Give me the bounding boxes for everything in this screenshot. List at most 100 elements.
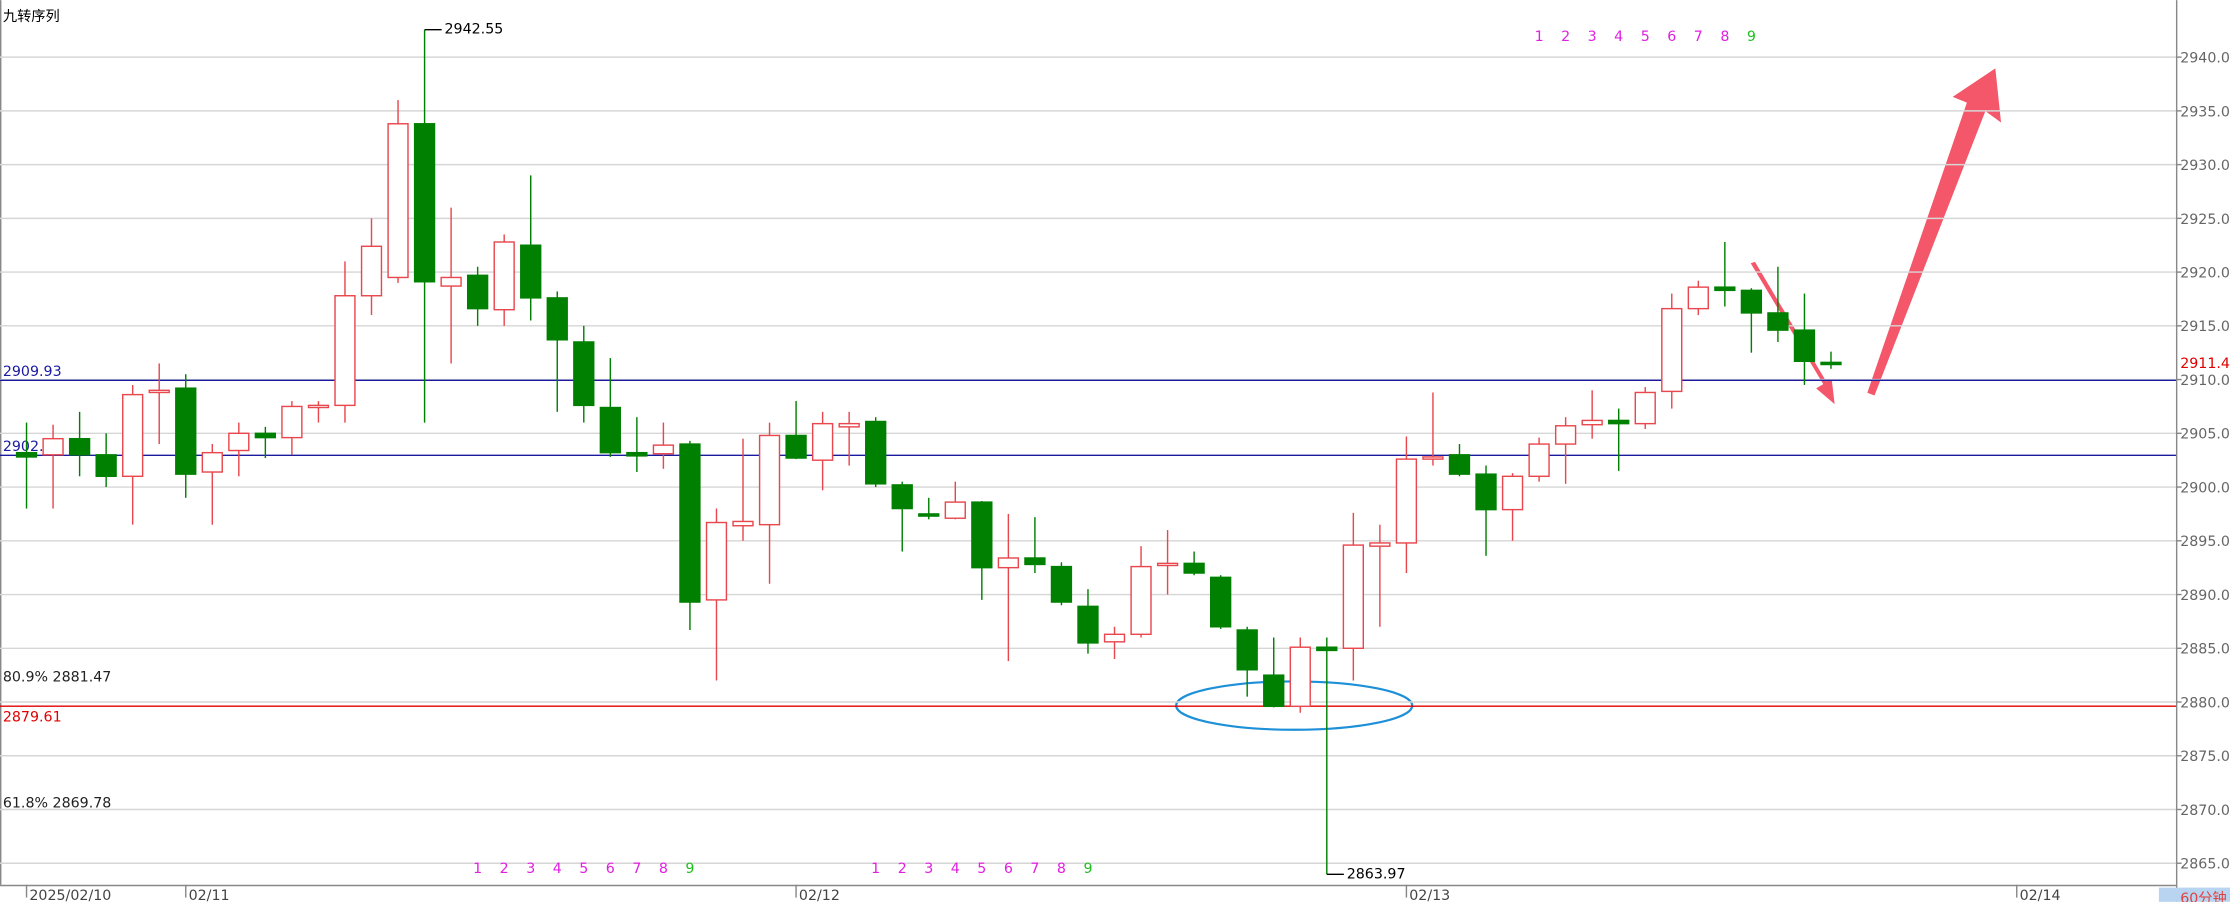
sequence-label: 9 [685, 861, 694, 877]
candle-body [997, 557, 1020, 569]
candle-body [254, 432, 277, 439]
candle-body [1554, 425, 1577, 445]
candle-body [1475, 473, 1497, 511]
y-tick-label: 2875.00 [2180, 749, 2230, 765]
candle-body [705, 521, 728, 601]
y-tick-label: 2925.00 [2180, 212, 2230, 228]
candle-body [1448, 454, 1471, 475]
sequence-label: 4 [1614, 29, 1623, 45]
level-label: 61.8% 2869.78 [3, 795, 111, 811]
candle-body [1316, 646, 1338, 652]
candle-body [1581, 419, 1603, 426]
candle-body [1422, 456, 1444, 460]
candle-body [148, 389, 170, 394]
candle-body [15, 451, 38, 458]
candle-body [1661, 307, 1683, 393]
y-tick-label: 2895.00 [2180, 534, 2230, 550]
x-tick-label: 02/12 [799, 888, 840, 902]
candle-body [1740, 289, 1763, 314]
sequence-label: 8 [659, 861, 668, 877]
candle-body [546, 297, 568, 341]
y-tick-label: 2920.00 [2180, 266, 2230, 282]
candle-body [1767, 312, 1789, 331]
sequence-label: 3 [924, 861, 933, 877]
candle-body [971, 501, 993, 569]
last-price-label: 2911.47 [2180, 356, 2230, 372]
candle-body [944, 501, 966, 519]
y-tick-label: 2910.00 [2180, 373, 2230, 389]
candle-body [1077, 605, 1099, 644]
up-arrow [1867, 68, 2002, 396]
candle-body [1342, 544, 1365, 649]
candle-body [360, 245, 383, 297]
sequence-label: 6 [1004, 861, 1013, 877]
sequence-label: 2 [1561, 29, 1570, 45]
candle-body [732, 520, 754, 527]
candle-body [1209, 576, 1232, 628]
level-label: 80.9% 2881.47 [3, 670, 111, 686]
candle-body [1024, 557, 1046, 566]
y-tick-label: 2880.00 [2180, 695, 2230, 711]
candle-body [1634, 391, 1656, 425]
candle-body [1236, 629, 1258, 671]
sequence-label: 6 [606, 861, 615, 877]
candle-body [1183, 562, 1205, 574]
candle-body [1289, 646, 1311, 708]
y-tick-label: 2890.00 [2180, 588, 2230, 604]
sequence-label: 9 [1747, 29, 1756, 45]
sequence-label: 2 [500, 861, 509, 877]
x-tick-label: 2025/02/10 [29, 888, 111, 902]
candle-body [1687, 286, 1709, 310]
sequence-label: 4 [951, 861, 960, 877]
y-tick-label: 2900.00 [2180, 480, 2230, 496]
indicator-label: 九转序列 [3, 8, 60, 25]
y-tick-label: 2935.00 [2180, 104, 2230, 120]
candle-body [1608, 419, 1630, 425]
candle-body [918, 513, 940, 517]
sequence-label: 2 [898, 861, 907, 877]
candle-body [573, 341, 595, 407]
y-tick-label: 2915.00 [2180, 319, 2230, 335]
candle-body [1395, 458, 1418, 544]
candle-body [68, 437, 91, 456]
sequence-label: 1 [1535, 29, 1544, 45]
y-tick-label: 2870.00 [2180, 803, 2230, 819]
candle-body [811, 422, 834, 461]
candle-body [175, 387, 197, 475]
candle-body [42, 437, 64, 456]
candle-body [785, 434, 807, 459]
y-tick-label: 2905.00 [2180, 427, 2230, 443]
candle-body [679, 443, 701, 603]
candle-body [95, 454, 117, 478]
candle-body [626, 451, 648, 457]
candle-body [307, 404, 330, 409]
y-tick-label: 2885.00 [2180, 642, 2230, 658]
x-tick-label: 02/13 [1409, 888, 1450, 902]
sequence-label: 9 [1083, 861, 1092, 877]
level-label: 2879.61 [3, 710, 62, 726]
sequence-label: 5 [1641, 29, 1650, 45]
level-label: 2909.93 [3, 364, 62, 380]
candle-body [1501, 475, 1524, 511]
candle-body [1528, 443, 1550, 478]
candle-body [413, 123, 436, 283]
candle-body [1793, 329, 1816, 363]
candle-body [201, 451, 223, 473]
y-tick-label: 2930.00 [2180, 158, 2230, 174]
candle-body [493, 241, 515, 311]
sequence-label: 7 [1030, 861, 1039, 877]
sequence-label: 7 [1694, 29, 1703, 45]
sequence-label: 5 [579, 861, 588, 877]
sequence-label: 1 [473, 861, 482, 877]
candle-body [652, 444, 675, 455]
candle-body [865, 420, 887, 485]
candle-body [758, 434, 781, 526]
sequence-label: 4 [553, 861, 562, 877]
sequence-label: 3 [1588, 29, 1597, 45]
sequence-label: 1 [871, 861, 880, 877]
candle-body [1156, 562, 1179, 567]
period-label: 60分钟 [2180, 890, 2227, 902]
candle-body [122, 393, 144, 478]
candle-body [1103, 633, 1126, 643]
